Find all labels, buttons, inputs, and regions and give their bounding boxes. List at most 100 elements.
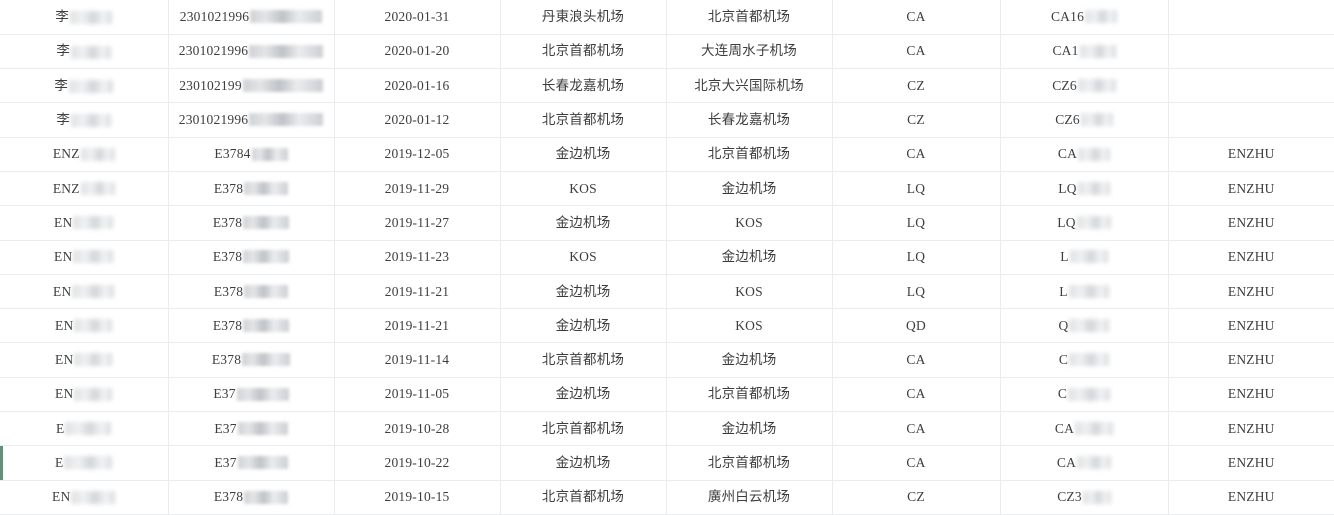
cell-departure-airport: 北京首都机场: [500, 34, 667, 70]
cell-record-tag: ENZHU: [1168, 445, 1334, 481]
cell-airline-code: CA: [832, 445, 1001, 481]
airline-code-text: CZ: [907, 77, 925, 93]
id-number-text: E378: [212, 317, 243, 333]
cell-passenger-name: 李: [0, 68, 169, 104]
cell-departure-airport: 金边机场: [500, 205, 667, 241]
cell-flight-number: CZ3: [1000, 480, 1169, 515]
table-row[interactable]: 李 2301021996 2020-01-20 北京首都机场 大连周水子机场 CA CA1: [0, 34, 1334, 70]
cell-flight-number: LQ: [1000, 171, 1169, 207]
arrival-airport-text: KOS: [735, 317, 763, 333]
cell-id-number: 2301021996: [168, 102, 335, 138]
cell-id-number: E378: [168, 308, 335, 344]
arrival-airport-text: 北京首都机场: [707, 8, 791, 25]
table-row[interactable]: ENZ E378 2019-11-29 KOS 金边机场 LQ LQ ENZHU: [0, 171, 1334, 207]
cell-departure-airport: 长春龙嘉机场: [500, 68, 667, 104]
flight-number-text: C: [1057, 386, 1068, 402]
id-number-text: 2301021996: [178, 112, 249, 128]
record-tag-text: ENZHU: [1227, 146, 1275, 162]
cell-flight-number: CZ6: [1000, 102, 1169, 138]
flight-date-text: 2019-11-29: [384, 180, 450, 196]
redacted-block: [1085, 10, 1118, 24]
table-row[interactable]: EN E37 2019-11-05 金边机场 北京首都机场 CA C ENZHU: [0, 377, 1334, 413]
table-row[interactable]: EN E378 2019-11-21 金边机场 KOS QD Q ENZHU: [0, 308, 1334, 344]
cell-flight-number: C: [1000, 342, 1169, 378]
arrival-airport-text: KOS: [735, 214, 763, 230]
airline-code-text: LQ: [906, 283, 926, 299]
table-row[interactable]: 李 230102199 2020-01-16 长春龙嘉机场 北京大兴国际机场 CZ CZ6: [0, 68, 1334, 104]
cell-id-number: E378: [168, 171, 335, 207]
flight-number-text: CA: [1057, 146, 1078, 162]
cell-flight-date: 2019-11-29: [334, 171, 501, 207]
record-tag-text: ENZHU: [1227, 317, 1275, 333]
cell-flight-date: 2019-11-27: [334, 205, 501, 241]
table-row[interactable]: 李 2301021996 2020-01-31 丹東浪头机场 北京首都机场 CA CA16: [0, 0, 1334, 35]
cell-departure-airport: 丹東浪头机场: [500, 0, 667, 35]
cell-departure-airport: 北京首都机场: [500, 480, 667, 515]
airline-code-text: CA: [906, 43, 926, 59]
cell-record-tag: [1168, 102, 1334, 138]
arrival-airport-text: 长春龙嘉机场: [707, 112, 791, 129]
flight-date-text: 2020-01-20: [384, 43, 450, 59]
redacted-block: [69, 79, 114, 93]
flight-number-text: CA16: [1050, 8, 1085, 24]
record-tag-text: ENZHU: [1227, 283, 1275, 299]
table-row[interactable]: 李 2301021996 2020-01-12 北京首都机场 长春龙嘉机场 CZ CZ6: [0, 102, 1334, 138]
cell-airline-code: CA: [832, 34, 1001, 70]
passenger-name-text: 李: [56, 43, 71, 60]
record-tag-text: ENZHU: [1227, 352, 1275, 368]
redacted-block: [1077, 78, 1116, 92]
departure-airport-text: 金边机场: [555, 214, 611, 231]
id-number-text: E37: [213, 386, 236, 402]
cell-airline-code: CA: [832, 377, 1001, 413]
redacted-block: [1068, 387, 1111, 401]
redacted-block: [1079, 44, 1116, 58]
redacted-block: [243, 250, 290, 264]
redacted-block: [74, 353, 113, 367]
cell-arrival-airport: KOS: [666, 274, 833, 310]
table-row[interactable]: EN E378 2019-11-23 KOS 金边机场 LQ L ENZHU: [0, 240, 1334, 275]
id-number-text: E378: [212, 214, 243, 230]
flight-date-text: 2020-01-12: [384, 112, 450, 128]
cell-departure-airport: 金边机场: [500, 274, 667, 310]
departure-airport-text: 长春龙嘉机场: [541, 77, 625, 94]
arrival-airport-text: 北京首都机场: [707, 146, 791, 163]
flight-date-text: 2019-10-28: [384, 420, 450, 436]
cell-passenger-name: EN: [0, 342, 169, 378]
cell-id-number: 230102199: [168, 68, 335, 104]
cell-arrival-airport: KOS: [666, 205, 833, 241]
cell-flight-number: L: [1000, 274, 1169, 310]
cell-flight-date: 2020-01-16: [334, 68, 501, 104]
table-row[interactable]: EN E378 2019-11-27 金边机场 KOS LQ LQ ENZHU: [0, 205, 1334, 241]
table-row[interactable]: EN E378 2019-11-21 金边机场 KOS LQ L ENZHU: [0, 274, 1334, 310]
cell-departure-airport: 金边机场: [500, 445, 667, 481]
table-row[interactable]: EN E378 2019-10-15 北京首都机场 廣州白云机场 CZ CZ3 ENZHU: [0, 480, 1334, 515]
flight-number-text: CA: [1056, 455, 1077, 470]
cell-airline-code: CA: [832, 342, 1001, 378]
flight-date-text: 2019-11-21: [384, 283, 450, 299]
cell-airline-code: LQ: [832, 171, 1001, 207]
redacted-block: [1075, 421, 1114, 435]
table-row[interactable]: E E37 2019-10-28 北京首都机场 金边机场 CA CA ENZHU: [0, 411, 1334, 447]
cell-flight-date: 2019-11-14: [334, 342, 501, 378]
table-row[interactable]: E E37 2019-10-22 金边机场 北京首都机场 CA CA ENZHU: [0, 445, 1334, 481]
cell-arrival-airport: 大连周水子机场: [666, 34, 833, 70]
departure-airport-text: KOS: [569, 249, 597, 265]
redacted-block: [1080, 113, 1113, 127]
record-tag-text: ENZHU: [1227, 180, 1275, 196]
cell-departure-airport: 金边机场: [500, 377, 667, 413]
departure-airport-text: 金边机场: [555, 146, 611, 163]
table-row[interactable]: EN E378 2019-11-14 北京首都机场 金边机场 CA C ENZHU: [0, 342, 1334, 378]
passenger-name-text: EN: [53, 283, 72, 299]
cell-airline-code: CA: [832, 137, 1001, 172]
id-number-text: E378: [212, 249, 243, 265]
id-number-text: E378: [213, 180, 244, 196]
cell-passenger-name: E: [0, 411, 169, 447]
cell-airline-code: CZ: [832, 102, 1001, 138]
flight-number-text: CA: [1054, 420, 1075, 436]
cell-flight-number: CA: [1000, 411, 1169, 447]
table-row[interactable]: ENZ E3784 2019-12-05 金边机场 北京首都机场 CA CA ENZHU: [0, 137, 1334, 172]
redacted-block: [249, 44, 324, 58]
redacted-block: [72, 284, 115, 298]
flight-date-text: 2020-01-16: [384, 77, 450, 93]
